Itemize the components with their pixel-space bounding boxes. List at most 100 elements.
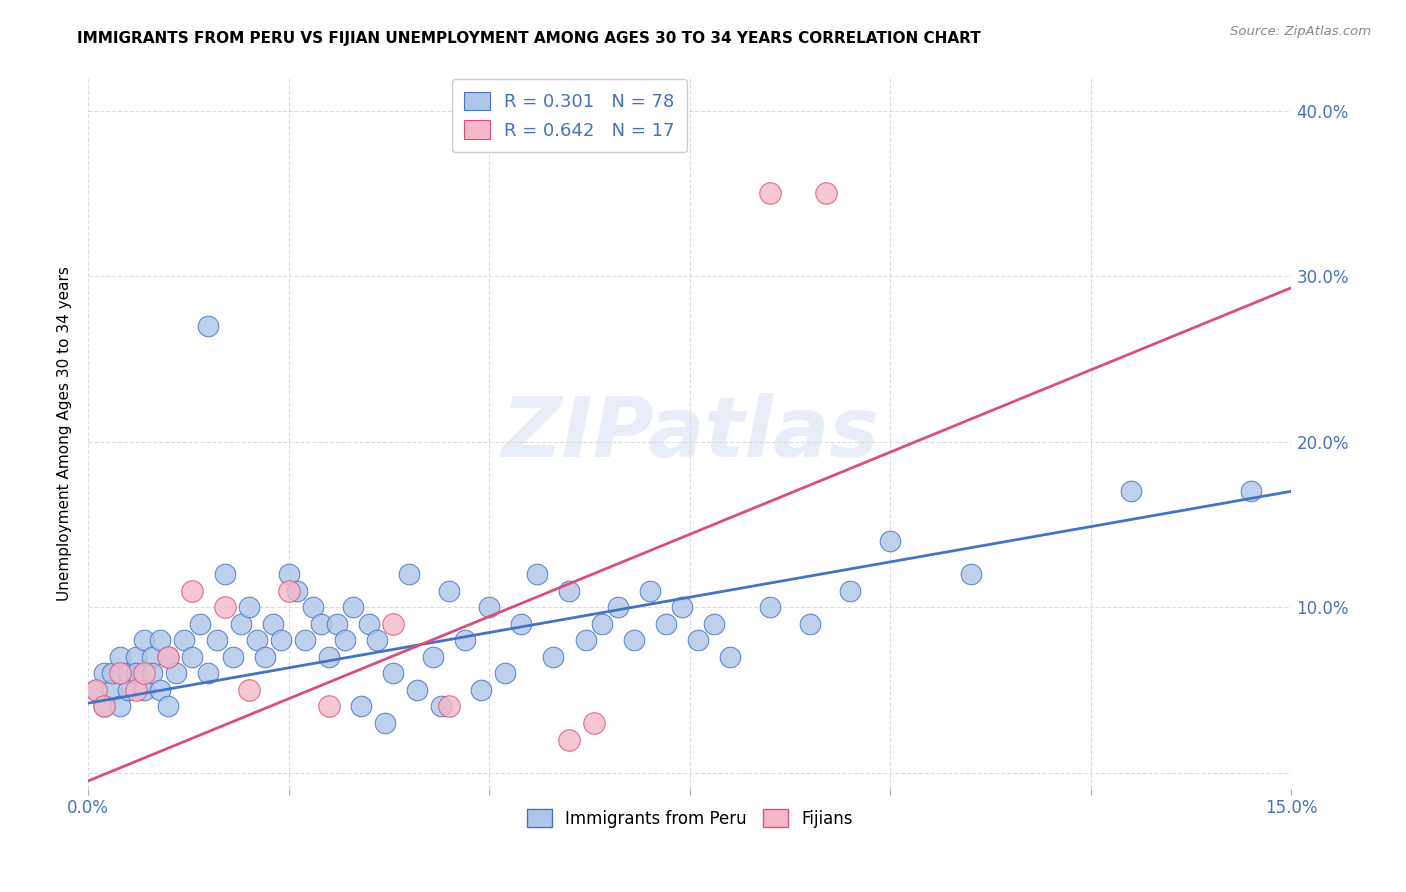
Text: IMMIGRANTS FROM PERU VS FIJIAN UNEMPLOYMENT AMONG AGES 30 TO 34 YEARS CORRELATIO: IMMIGRANTS FROM PERU VS FIJIAN UNEMPLOYM… <box>77 31 981 46</box>
Point <box>437 699 460 714</box>
Point <box>253 649 276 664</box>
Point <box>165 666 187 681</box>
Point <box>478 600 501 615</box>
Point <box>799 616 821 631</box>
Point <box>382 666 405 681</box>
Point <box>110 666 132 681</box>
Point <box>93 666 115 681</box>
Point <box>110 699 132 714</box>
Point <box>84 682 107 697</box>
Point <box>157 649 180 664</box>
Point <box>294 633 316 648</box>
Point <box>141 649 163 664</box>
Point <box>959 567 981 582</box>
Point <box>197 666 219 681</box>
Point <box>543 649 565 664</box>
Point <box>221 649 243 664</box>
Point <box>718 649 741 664</box>
Text: ZIPatlas: ZIPatlas <box>501 392 879 474</box>
Point <box>815 186 838 201</box>
Point <box>277 567 299 582</box>
Point <box>117 682 139 697</box>
Point <box>326 616 349 631</box>
Point <box>671 600 693 615</box>
Point <box>574 633 596 648</box>
Point <box>318 649 340 664</box>
Point <box>301 600 323 615</box>
Point <box>759 600 782 615</box>
Point <box>149 633 172 648</box>
Point <box>558 732 581 747</box>
Point <box>309 616 332 631</box>
Y-axis label: Unemployment Among Ages 30 to 34 years: Unemployment Among Ages 30 to 34 years <box>58 266 72 601</box>
Point <box>181 583 204 598</box>
Legend: Immigrants from Peru, Fijians: Immigrants from Peru, Fijians <box>520 803 859 834</box>
Point <box>134 666 156 681</box>
Point <box>101 666 124 681</box>
Point <box>84 682 107 697</box>
Point <box>654 616 676 631</box>
Point <box>93 699 115 714</box>
Point <box>205 633 228 648</box>
Point <box>214 600 236 615</box>
Point <box>357 616 380 631</box>
Point <box>398 567 420 582</box>
Point <box>149 682 172 697</box>
Point <box>510 616 533 631</box>
Point <box>101 682 124 697</box>
Point <box>350 699 373 714</box>
Point <box>703 616 725 631</box>
Point <box>110 649 132 664</box>
Point <box>591 616 613 631</box>
Point <box>190 616 212 631</box>
Point <box>270 633 292 648</box>
Point <box>494 666 516 681</box>
Point <box>686 633 709 648</box>
Point <box>285 583 308 598</box>
Point <box>117 666 139 681</box>
Point <box>839 583 862 598</box>
Point <box>229 616 252 631</box>
Point <box>173 633 195 648</box>
Point <box>246 633 269 648</box>
Point <box>134 682 156 697</box>
Point <box>879 533 901 548</box>
Point <box>181 649 204 664</box>
Point <box>238 600 260 615</box>
Point <box>342 600 364 615</box>
Point <box>125 666 148 681</box>
Point <box>430 699 453 714</box>
Point <box>318 699 340 714</box>
Point <box>454 633 477 648</box>
Point <box>157 649 180 664</box>
Point <box>333 633 356 648</box>
Point <box>214 567 236 582</box>
Point <box>125 682 148 697</box>
Point <box>262 616 284 631</box>
Point <box>238 682 260 697</box>
Point <box>366 633 388 648</box>
Point <box>582 716 605 731</box>
Point <box>623 633 645 648</box>
Point <box>374 716 396 731</box>
Point <box>422 649 444 664</box>
Point <box>606 600 628 615</box>
Point <box>157 699 180 714</box>
Point <box>406 682 429 697</box>
Point <box>93 699 115 714</box>
Point <box>1240 484 1263 499</box>
Text: Source: ZipAtlas.com: Source: ZipAtlas.com <box>1230 25 1371 38</box>
Point <box>141 666 163 681</box>
Point <box>526 567 548 582</box>
Point <box>638 583 661 598</box>
Point <box>382 616 405 631</box>
Point <box>437 583 460 598</box>
Point <box>759 186 782 201</box>
Point <box>1119 484 1142 499</box>
Point <box>558 583 581 598</box>
Point <box>277 583 299 598</box>
Point <box>134 633 156 648</box>
Point <box>125 649 148 664</box>
Point <box>470 682 492 697</box>
Point <box>197 318 219 333</box>
